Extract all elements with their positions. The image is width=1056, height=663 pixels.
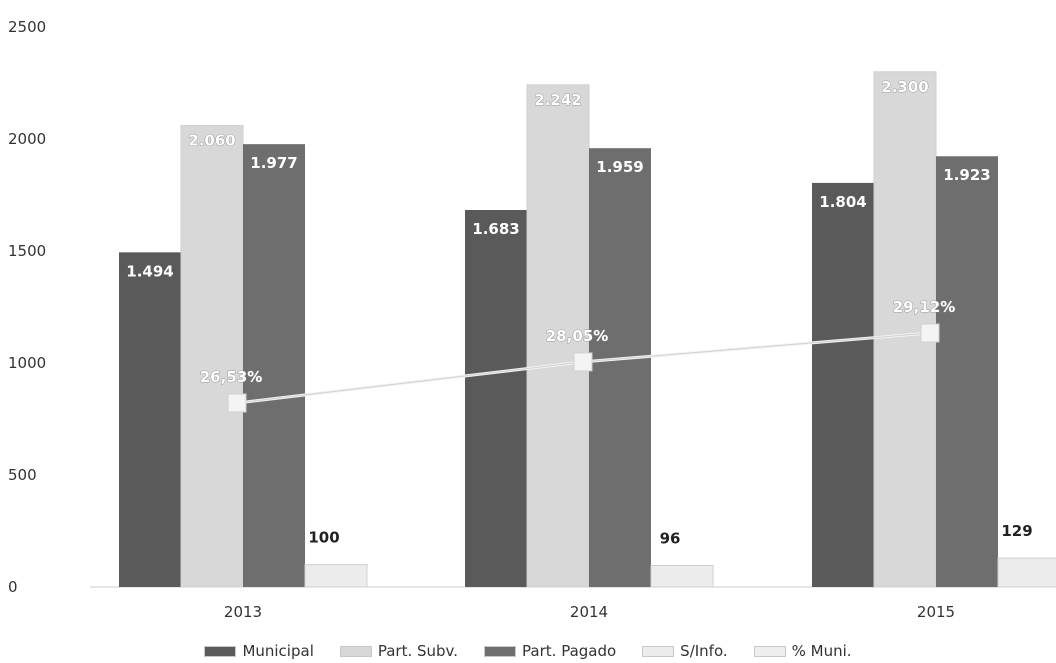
data-label: 1.923	[943, 166, 990, 184]
bar-part-pagado-2014	[589, 148, 651, 587]
bar-part-pagado-2015	[936, 156, 998, 587]
legend-label: Part. Pagado	[522, 642, 616, 660]
data-label: 2.300	[881, 78, 928, 96]
y-tick-label: 500	[8, 466, 37, 484]
bar-municipal-2014	[465, 210, 527, 587]
bar-municipal-2015	[812, 183, 874, 587]
y-tick-label: 2000	[8, 130, 46, 148]
x-tick-label: 2013	[224, 603, 262, 621]
legend-item: Part. Pagado	[484, 642, 616, 660]
x-axis: 2013 2014 2015	[224, 603, 955, 621]
data-label: 129	[1001, 522, 1032, 540]
data-label: 2.242	[534, 91, 581, 109]
legend-swatch	[754, 646, 786, 657]
percent-marker	[921, 324, 939, 342]
bar-part-subv--2013	[181, 126, 243, 587]
legend-label: Part. Subv.	[378, 642, 458, 660]
data-label: 1.959	[596, 158, 643, 176]
data-label: 1.804	[819, 193, 866, 211]
bar-s-info--2015	[998, 558, 1056, 587]
x-tick-label: 2014	[570, 603, 608, 621]
legend-swatch	[340, 646, 372, 657]
data-label: 96	[660, 529, 681, 547]
data-label: 1.494	[126, 262, 173, 280]
legend-swatch	[484, 646, 516, 657]
legend-swatch	[642, 646, 674, 657]
legend-item: S/Info.	[642, 642, 727, 660]
y-tick-label: 0	[8, 578, 18, 596]
y-tick-label: 2500	[8, 18, 46, 36]
legend: Municipal Part. Subv. Part. Pagado S/Info.%…	[0, 640, 1056, 662]
percent-label: 29,12%	[893, 298, 955, 316]
bar-s-info--2014	[651, 565, 713, 587]
data-label: 1.683	[472, 220, 519, 238]
y-tick-label: 1000	[8, 354, 46, 372]
percent-label: 28,05%	[546, 327, 608, 345]
bar-s-info--2013	[305, 565, 367, 587]
legend-swatch	[204, 646, 236, 657]
data-label: 1.977	[250, 154, 297, 172]
chart: 0 500 1000 1500 2000 2500 1.494 2.060 1.977 100 1…	[0, 0, 1056, 640]
percent-marker	[228, 394, 246, 412]
y-tick-label: 1500	[8, 242, 46, 260]
bar-municipal-2013	[119, 252, 181, 587]
legend-label: Municipal	[242, 642, 313, 660]
legend-item: Part. Subv.	[340, 642, 458, 660]
x-tick-label: 2015	[917, 603, 955, 621]
legend-label: S/Info.	[680, 642, 727, 660]
bar-part-pagado-2013	[243, 144, 305, 587]
data-label: 2.060	[188, 132, 235, 150]
percent-marker	[574, 353, 592, 371]
data-label: 100	[308, 529, 339, 547]
legend-item: % Muni.	[754, 642, 852, 660]
legend-label: % Muni.	[792, 642, 852, 660]
percent-label: 26,53%	[200, 368, 262, 386]
legend-item: Municipal	[204, 642, 313, 660]
y-axis: 0 500 1000 1500 2000 2500	[8, 18, 46, 596]
